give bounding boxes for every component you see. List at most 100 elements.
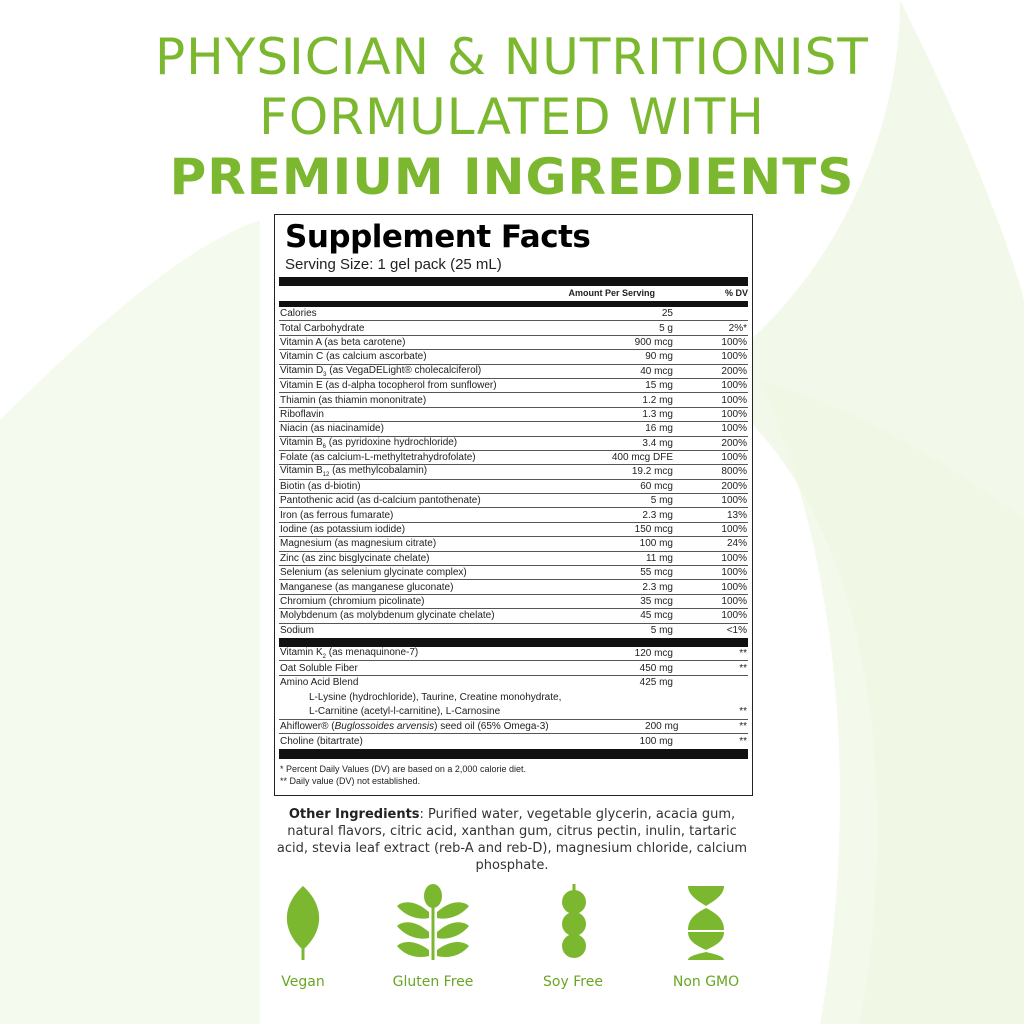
- nutrient-name-text: Total Carbohydrate: [280, 322, 365, 334]
- subscript: 6: [322, 443, 326, 450]
- nutrient-name-text: Vitamin D: [280, 364, 324, 376]
- nutrient-name-text: Biotin (as d-biotin): [280, 480, 361, 492]
- nutrient-row: Niacin (as niacinamide) 16 mg 100%: [279, 422, 748, 437]
- divider: [279, 301, 748, 307]
- nutrient-row: Folate (as calcium-L-methyltetrahydrofol…: [279, 451, 748, 466]
- nutrient-row: Selenium (as selenium glycinate complex)…: [279, 566, 748, 581]
- nutrient-row: Ahiflower® (Buglossoides arvensis) seed …: [279, 720, 748, 735]
- nutrient-dv: **: [739, 736, 747, 748]
- nutrient-dv: <1%: [726, 625, 747, 637]
- nutrient-name: Molybdenum (as molybdenum glycinate chel…: [279, 610, 533, 621]
- nutrient-name-text: Magnesium (as magnesium citrate): [280, 538, 437, 550]
- nutrient-name: Vitamin E (as d-alpha tocopherol from su…: [279, 380, 533, 391]
- nutrient-amount: 11 mg: [645, 552, 673, 564]
- nutrient-name-text: Oat Soluble Fiber: [280, 662, 358, 674]
- footnote-dv: * Percent Daily Values (DV) are based on…: [280, 763, 526, 774]
- nutrient-name-text: Selenium (as selenium glycinate complex): [280, 567, 467, 579]
- nutrient-amount: 100 mg: [639, 538, 673, 550]
- nutrient-name-text: Vitamin A (as beta carotene): [280, 336, 406, 348]
- nutrient-amount: 55 mcg: [640, 567, 673, 579]
- badge-non-gmo: Non GMO: [672, 974, 740, 990]
- nutrient-name-text: Vitamin C (as calcium ascorbate): [280, 351, 427, 363]
- nutrient-amount: 40 mcg: [640, 365, 673, 377]
- badge-gluten-free: Gluten Free: [392, 974, 474, 990]
- nutrient-name: Chromium (chromium picolinate): [279, 596, 533, 607]
- other-ingredients: Other Ingredients: Purified water, veget…: [272, 806, 752, 874]
- nutrient-dv: **: [739, 706, 747, 718]
- nutrient-amount: 2.3 mg: [642, 581, 673, 593]
- nutrient-amount: 150 mcg: [634, 524, 673, 536]
- nutrient-amount: 60 mcg: [640, 480, 673, 492]
- nutrient-name: Zinc (as zinc bisglycinate chelate): [279, 553, 533, 564]
- nutrient-amount: 19.2 mcg: [631, 466, 673, 478]
- nutrient-row: Vitamin K2 (as menaquinone-7) 120 mcg **: [279, 647, 748, 662]
- nutrient-name: Choline (bitartrate): [279, 736, 533, 747]
- nutrient-name: Vitamin A (as beta carotene): [279, 337, 533, 348]
- nutrient-name: Magnesium (as magnesium citrate): [279, 538, 533, 549]
- nutrient-row: Vitamin B12 (as methylcobalamin) 19.2 mcg…: [279, 465, 748, 480]
- nutrient-row: Vitamin C (as calcium ascorbate) 90 mg 100…: [279, 350, 748, 365]
- nutrient-name-text: Iodine (as potassium iodide): [280, 524, 406, 536]
- nutrient-name-text: Iron (as ferrous fumarate): [280, 509, 394, 521]
- nutrient-amount: 400 mcg DFE: [611, 452, 673, 464]
- nutrient-name: Iron (as ferrous fumarate): [279, 510, 533, 521]
- nutrient-amount: 5 g: [659, 322, 673, 334]
- nutrient-name: Folate (as calcium-L-methyltetrahydrofol…: [279, 452, 533, 463]
- nutrient-row: Magnesium (as magnesium citrate) 100 mg 24…: [279, 537, 748, 552]
- nutrient-amount: 1.3 mg: [642, 408, 673, 420]
- nutrient-amount: 120 mcg: [634, 648, 673, 660]
- nutrient-name: Pantothenic acid (as d-calcium pantothen…: [279, 495, 533, 506]
- divider: [279, 748, 748, 759]
- nutrient-name: Thiamin (as thiamin mononitrate): [279, 395, 533, 406]
- nutrient-dv: 100%: [721, 452, 747, 464]
- nutrient-row: Zinc (as zinc bisglycinate chelate) 11 mg…: [279, 552, 748, 567]
- nutrient-dv: 100%: [721, 610, 747, 622]
- nutrient-dv: 100%: [721, 351, 747, 363]
- nutrient-dv: 800%: [721, 466, 747, 478]
- nutrient-name-text: Pantothenic acid (as d-calcium pantothen…: [280, 495, 481, 507]
- badge-vegan: Vegan: [281, 974, 325, 990]
- nutrient-amount: 5 mg: [650, 625, 673, 637]
- nutrient-name-text: Sodium: [280, 625, 314, 637]
- nutrient-name-text: Riboflavin: [280, 408, 324, 420]
- nutrient-amount: 16 mg: [645, 423, 673, 435]
- nutrient-amount: 90 mg: [645, 351, 673, 363]
- nutrient-row: Oat Soluble Fiber 450 mg **: [279, 661, 748, 676]
- nutrient-row: Vitamin A (as beta carotene) 900 mcg 100%: [279, 336, 748, 351]
- facts-title: Supplement Facts: [285, 219, 591, 255]
- nutrient-name: Calories: [279, 308, 533, 319]
- soybean-icon: [562, 884, 586, 958]
- nutrient-name: Oat Soluble Fiber: [279, 663, 533, 674]
- divider: [279, 277, 748, 286]
- badge-soy-free: Soy Free: [543, 974, 603, 990]
- botanical-name: Buglossoides arvensis: [334, 721, 435, 733]
- nutrient-dv: **: [739, 662, 747, 674]
- amino-acid-blend-row: Amino Acid Blend 425 mg L-Lysine (hydroch…: [279, 676, 748, 720]
- dv-header: % DV: [724, 287, 748, 298]
- nutrient-name-text: Zinc (as zinc bisglycinate chelate): [280, 552, 430, 564]
- other-nutrient-list: Vitamin K2 (as menaquinone-7) 120 mcg ** Oa…: [279, 647, 748, 676]
- headline-line-1: PHYSICIAN & NUTRITIONIST: [155, 28, 869, 86]
- nutrient-row: Molybdenum (as molybdenum glycinate chel…: [279, 609, 748, 624]
- nutrient-row: Manganese (as manganese gluconate) 2.3 mg…: [279, 580, 748, 595]
- nutrient-dv: 200%: [721, 365, 747, 377]
- nutrient-dv: 100%: [721, 581, 747, 593]
- nutrient-dv: 2%*: [728, 322, 747, 334]
- dna-icon: [688, 886, 724, 960]
- nutrient-name-text: Calories: [280, 308, 317, 320]
- nutrient-row: Chromium (chromium picolinate) 35 mcg 100%: [279, 595, 748, 610]
- nutrient-dv: 24%: [726, 538, 747, 550]
- serving-size: Serving Size: 1 gel pack (25 mL): [285, 256, 502, 273]
- nutrient-name-text: Folate (as calcium-L-methyltetrahydrofol…: [280, 452, 476, 464]
- nutrient-amount: 45 mcg: [640, 610, 673, 622]
- divider: [279, 637, 748, 647]
- nutrient-row: Vitamin E (as d-alpha tocopherol from su…: [279, 379, 748, 394]
- nutrient-amount: 15 mg: [645, 380, 673, 392]
- nutrient-name-text: Ahiflower® (: [280, 721, 335, 733]
- blend-ingredients-2: L-Carnitine (acetyl-l-carnitine), L-Carn…: [309, 706, 501, 718]
- nutrient-amount: 200 mg: [645, 721, 679, 733]
- nutrient-row: Riboflavin 1.3 mg 100%: [279, 408, 748, 423]
- nutrient-amount: 5 mg: [650, 495, 673, 507]
- nutrient-amount: 1.2 mg: [642, 394, 673, 406]
- nutrient-amount: 100 mg: [639, 736, 673, 748]
